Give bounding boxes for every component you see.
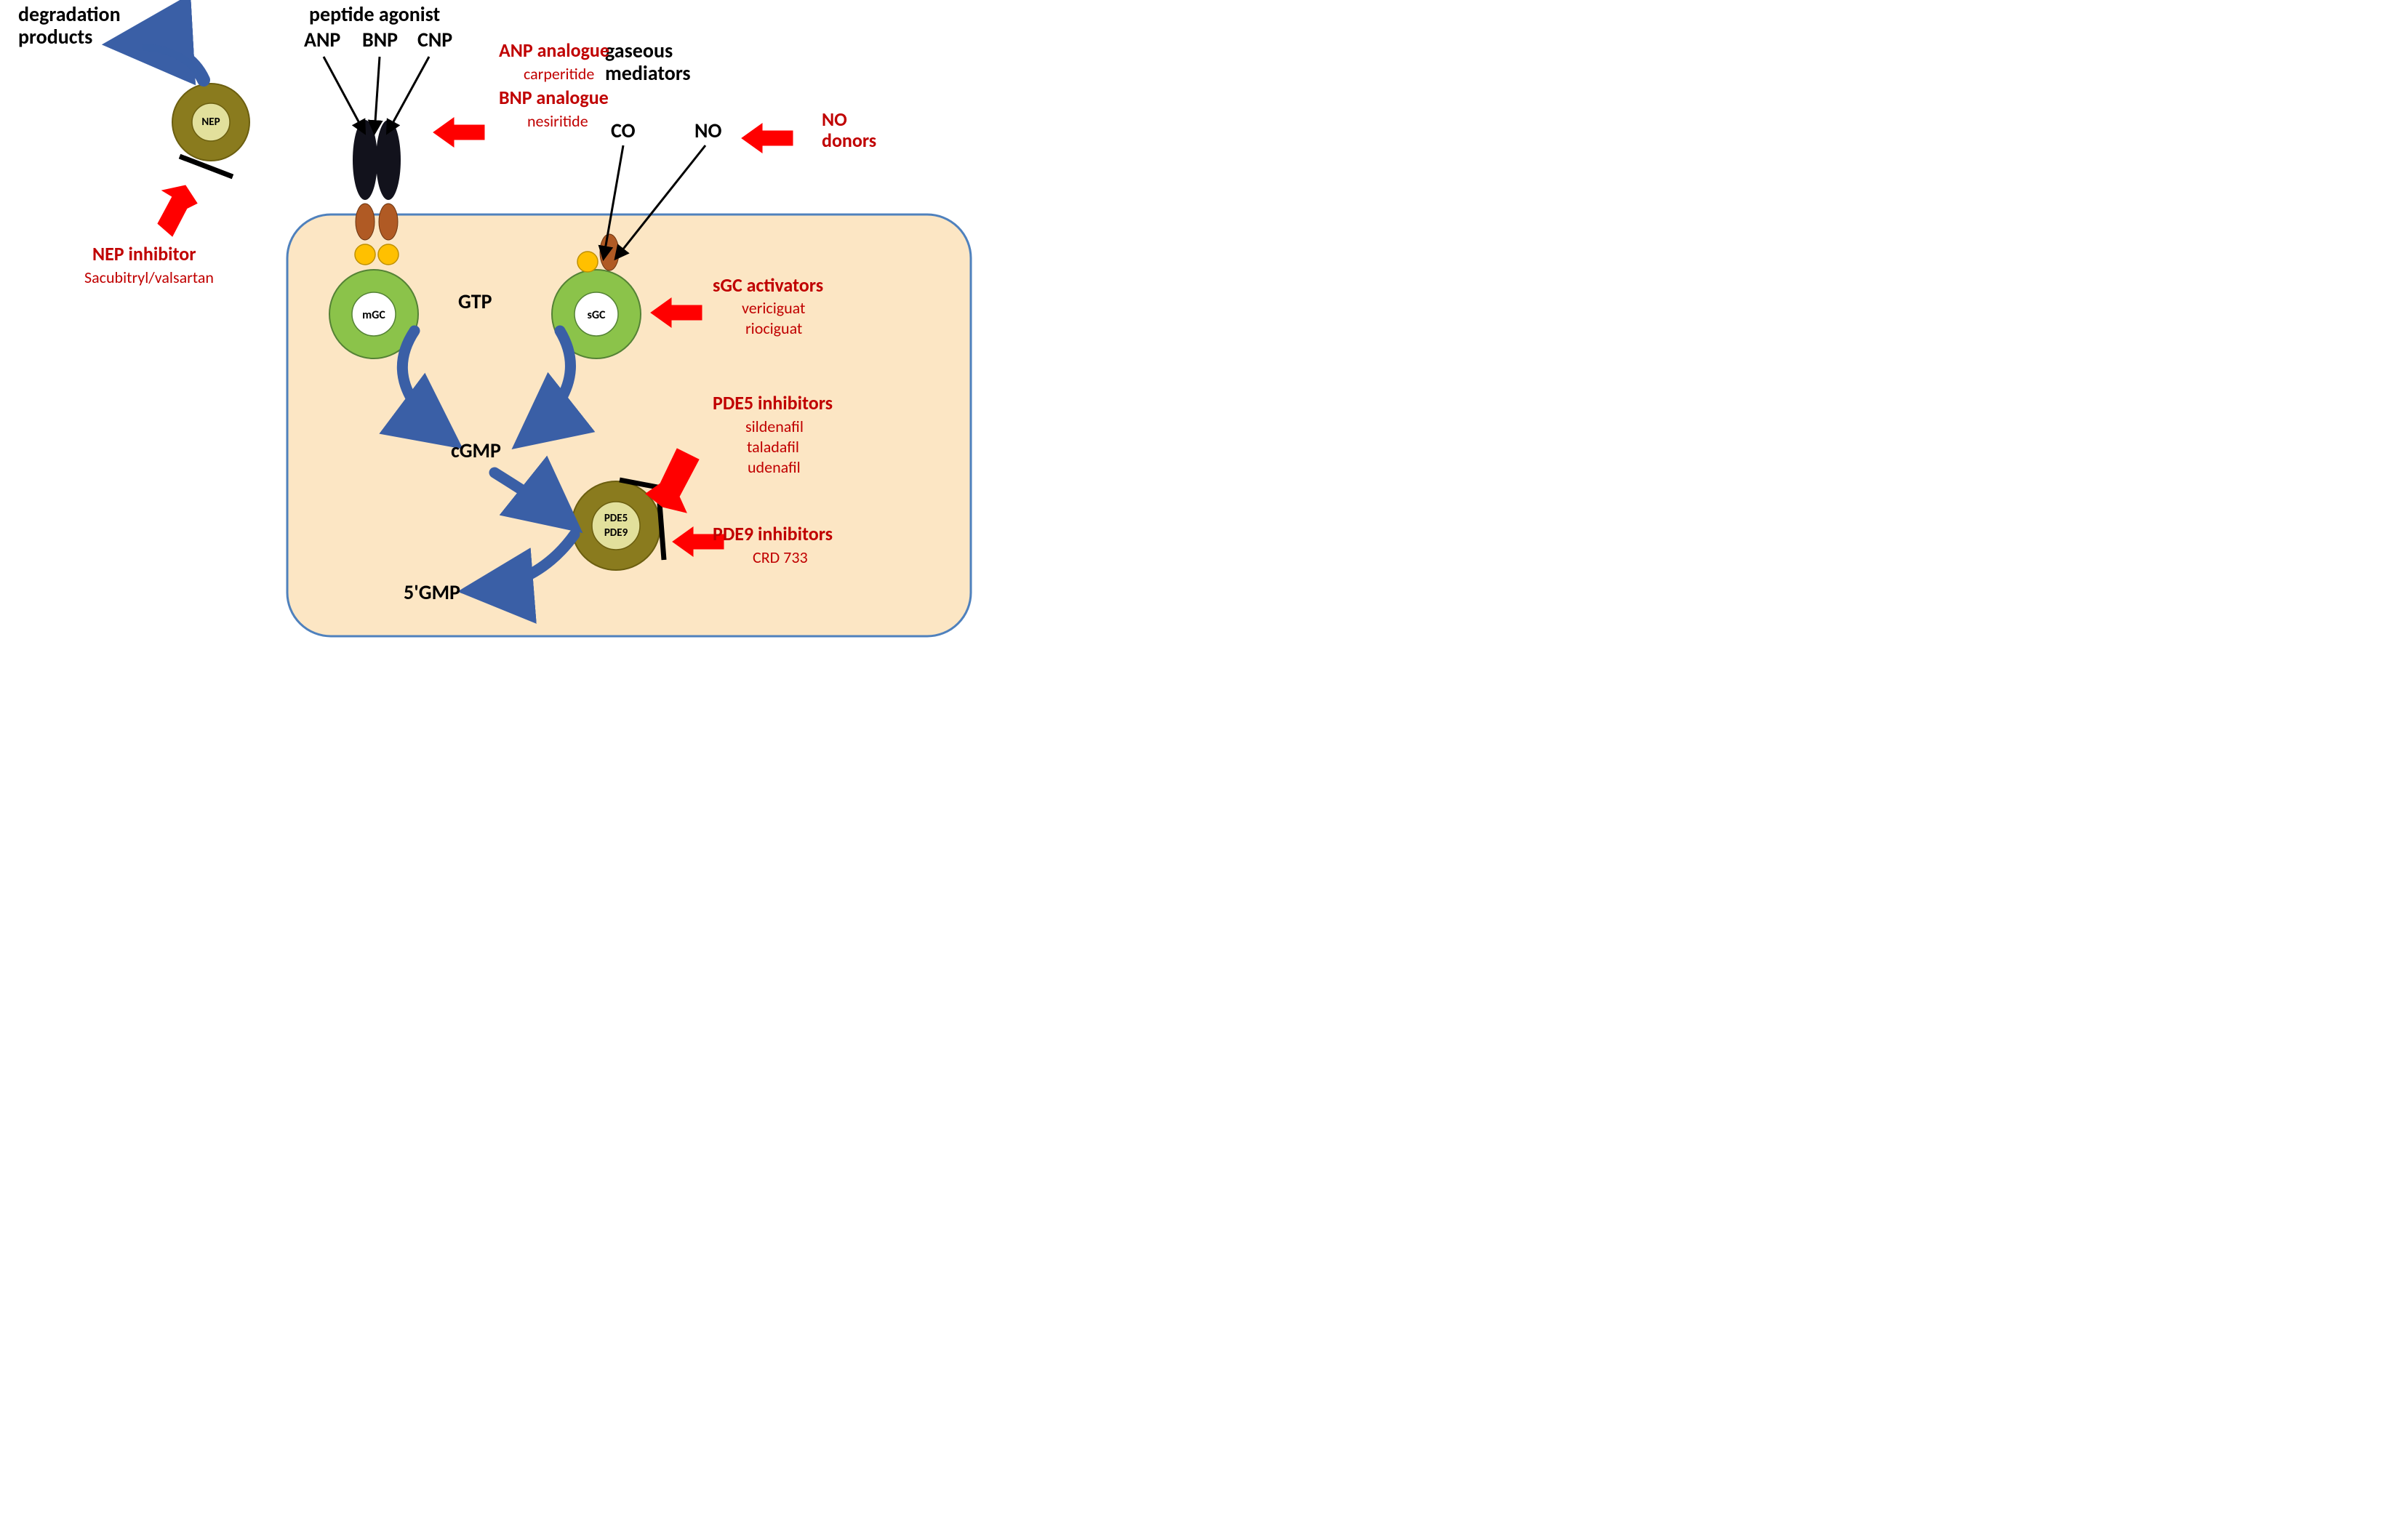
label-crd733: CRD 733 (753, 549, 808, 566)
label-riociguat: riociguat (745, 320, 802, 337)
label-ANP: ANP (304, 29, 340, 52)
label-CNP: CNP (417, 29, 452, 52)
label-PDE9: PDE9 (580, 527, 652, 540)
label-udenafil: udenafil (748, 459, 801, 476)
label-BNP: BNP (362, 29, 398, 52)
label-taladafil: taladafil (747, 438, 799, 456)
diagram-stage: degradation products peptide agonist ANP BN… (0, 0, 1000, 654)
label-PDE5: PDE5 (580, 513, 652, 525)
label-fiveGMP: 5'GMP (404, 582, 460, 604)
label-nep_inhibitor: NEP inhibitor (92, 244, 196, 265)
label-pde9i: PDE9 inhibitors (713, 524, 833, 545)
label-gaseous: gaseous mediators (605, 40, 691, 85)
label-sildenafil: sildenafil (745, 418, 804, 436)
label-sGC: sGC (560, 309, 633, 322)
label-NEP: NEP (175, 116, 247, 129)
label-carperitide: carperitide (524, 65, 594, 83)
label-peptide_agonist: peptide agonist (309, 4, 440, 26)
label-CO: CO (611, 120, 636, 143)
label-GTP: GTP (458, 291, 492, 313)
label-nesiritide: nesiritide (527, 113, 588, 130)
label-anp_analogue: ANP analogue (499, 40, 609, 61)
label-cGMP: cGMP (451, 440, 501, 462)
label-bnp_analogue: BNP analogue (499, 87, 609, 108)
label-mGC: mGC (337, 309, 410, 322)
label-degradation: degradation products (18, 4, 121, 49)
label-no_donors: NO donors (822, 109, 876, 151)
label-sgc_act: sGC activators (713, 275, 823, 296)
label-vericiguat: vericiguat (742, 300, 805, 317)
label-pde5i: PDE5 inhibitors (713, 393, 833, 414)
label-sacubitril: Sacubitryl/valsartan (84, 269, 214, 286)
label-NO: NO (694, 120, 721, 143)
